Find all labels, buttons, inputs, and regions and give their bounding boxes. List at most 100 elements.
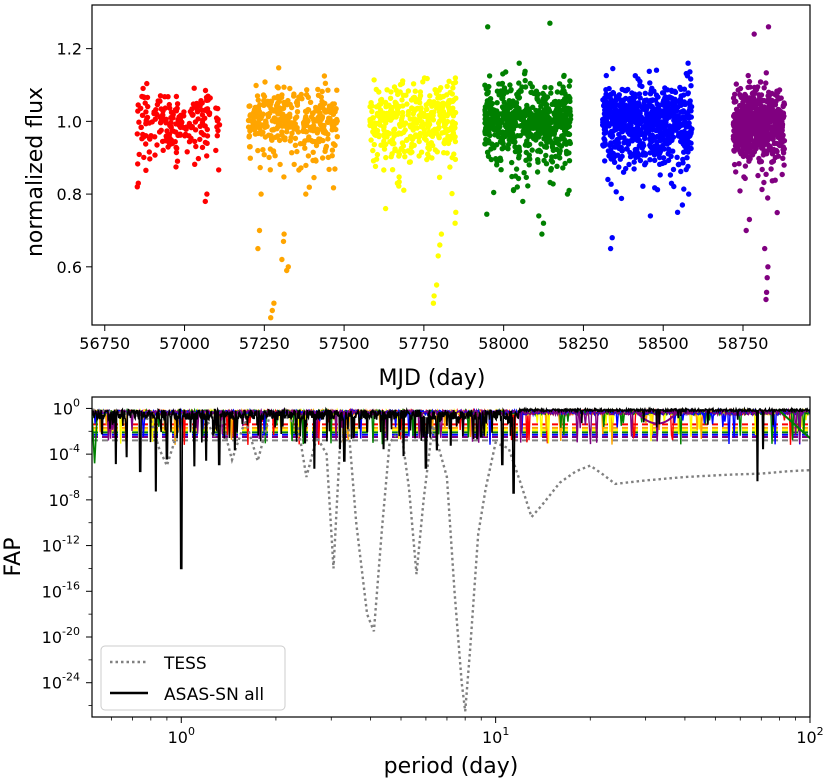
data-point [514, 184, 520, 190]
data-point [368, 137, 374, 143]
data-point [417, 89, 424, 95]
data-point [204, 126, 210, 133]
data-point [381, 141, 387, 147]
data-point [155, 98, 161, 104]
data-point [634, 152, 640, 159]
data-point [156, 129, 163, 135]
data-point [246, 134, 252, 140]
data-point [543, 144, 550, 150]
data-point [444, 83, 450, 90]
data-point [498, 167, 504, 173]
data-point [289, 104, 295, 111]
data-point [397, 89, 403, 95]
data-point [319, 88, 325, 95]
data-point [502, 130, 509, 136]
data-point [306, 184, 312, 190]
data-point [764, 98, 771, 104]
outlier-point [430, 300, 437, 306]
data-point [370, 158, 377, 164]
outlier-point [435, 253, 441, 259]
data-point [160, 112, 166, 118]
data-point [301, 141, 307, 147]
data-point [192, 138, 198, 145]
data-point [314, 117, 320, 123]
data-point [214, 133, 220, 139]
data-point [411, 142, 417, 148]
data-point [746, 135, 752, 141]
data-point [511, 134, 518, 140]
data-point [443, 126, 449, 132]
data-point [184, 149, 190, 155]
data-point [483, 136, 489, 143]
data-point [761, 85, 767, 91]
data-point [541, 157, 547, 164]
data-point [742, 163, 749, 169]
data-point [781, 138, 788, 144]
data-point [451, 151, 457, 157]
data-point [626, 103, 632, 109]
data-point [556, 141, 562, 148]
data-point [370, 147, 376, 154]
data-point [517, 133, 523, 139]
data-point [505, 146, 511, 152]
data-point [633, 105, 640, 111]
data-point [543, 110, 549, 116]
data-point [322, 109, 329, 115]
data-point [194, 104, 200, 110]
data-point [561, 132, 567, 138]
data-point [521, 170, 527, 176]
outlier-point [764, 275, 770, 281]
data-point [204, 97, 210, 104]
data-point [176, 120, 182, 126]
data-point [261, 97, 267, 104]
data-point [761, 179, 767, 186]
data-point [294, 148, 300, 155]
data-point [204, 140, 210, 146]
data-point [267, 99, 273, 105]
data-point [775, 89, 781, 96]
data-point [166, 139, 172, 145]
data-point [628, 126, 634, 132]
data-point [664, 87, 671, 93]
data-point [733, 106, 740, 113]
data-point [398, 117, 405, 124]
data-point [247, 155, 253, 161]
data-point [380, 111, 386, 117]
data-point [771, 140, 778, 147]
data-point [202, 87, 209, 94]
data-point [249, 113, 256, 119]
data-point [333, 126, 339, 133]
data-point [605, 176, 611, 183]
data-point [279, 129, 285, 135]
data-point [202, 115, 208, 121]
data-point [665, 157, 672, 164]
data-point [424, 75, 430, 82]
data-point [675, 104, 681, 110]
data-point [731, 111, 738, 118]
data-point [759, 124, 766, 130]
data-point [653, 121, 659, 127]
data-point [411, 134, 417, 140]
data-point [560, 165, 566, 171]
data-point [779, 121, 786, 128]
outlier-point [485, 24, 491, 30]
data-point [537, 112, 543, 119]
outlier-point [765, 24, 772, 30]
data-point [528, 131, 534, 138]
data-point [253, 82, 259, 89]
data-point [487, 132, 493, 139]
data-point [527, 156, 533, 162]
data-point [389, 167, 396, 173]
data-point [601, 123, 607, 130]
data-point [657, 137, 664, 144]
data-point [307, 99, 314, 106]
data-point [647, 157, 653, 163]
data-point [498, 136, 505, 142]
data-point [198, 129, 204, 136]
data-point [562, 108, 568, 114]
top-axes-frame [91, 4, 811, 326]
data-point [482, 116, 488, 122]
data-point [500, 105, 507, 112]
data-point [482, 141, 488, 147]
